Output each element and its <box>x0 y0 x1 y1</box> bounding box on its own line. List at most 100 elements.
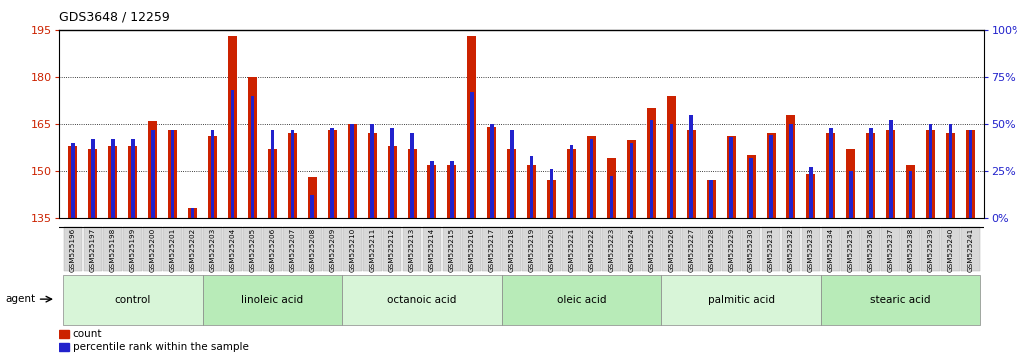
FancyBboxPatch shape <box>921 227 940 271</box>
FancyBboxPatch shape <box>762 227 780 271</box>
Bar <box>71 143 74 218</box>
Bar <box>348 124 357 218</box>
Bar <box>510 130 514 218</box>
Bar <box>550 169 553 218</box>
Bar <box>391 128 394 218</box>
Text: GSM525205: GSM525205 <box>249 228 255 272</box>
Bar <box>710 180 713 218</box>
Text: GSM525217: GSM525217 <box>489 228 495 272</box>
Bar <box>131 139 134 218</box>
Text: GSM525206: GSM525206 <box>270 228 276 272</box>
FancyBboxPatch shape <box>642 227 661 271</box>
Text: GSM525198: GSM525198 <box>110 228 116 272</box>
Bar <box>367 133 376 218</box>
Bar <box>327 130 337 218</box>
Bar <box>650 120 653 218</box>
FancyBboxPatch shape <box>143 227 162 271</box>
Bar <box>626 139 636 218</box>
FancyBboxPatch shape <box>861 227 880 271</box>
Bar <box>470 92 474 218</box>
Text: GSM525241: GSM525241 <box>967 228 973 272</box>
Bar <box>427 165 436 218</box>
Text: GSM525227: GSM525227 <box>689 228 695 272</box>
Bar <box>886 130 895 218</box>
Bar <box>846 149 855 218</box>
Bar <box>267 149 277 218</box>
FancyBboxPatch shape <box>562 227 581 271</box>
Bar <box>547 180 556 218</box>
Text: GSM525219: GSM525219 <box>529 228 535 272</box>
FancyBboxPatch shape <box>363 227 381 271</box>
FancyBboxPatch shape <box>202 275 342 325</box>
Text: GSM525203: GSM525203 <box>210 228 216 272</box>
Text: GSM525240: GSM525240 <box>948 228 954 272</box>
Bar <box>507 149 517 218</box>
Bar <box>769 135 773 218</box>
Bar <box>690 115 693 218</box>
Bar <box>271 130 275 218</box>
Bar <box>607 158 616 218</box>
Bar <box>490 124 493 218</box>
Bar <box>707 180 716 218</box>
Bar <box>128 146 137 218</box>
Bar <box>669 124 673 218</box>
Text: GSM525230: GSM525230 <box>749 228 754 272</box>
FancyBboxPatch shape <box>523 227 541 271</box>
Bar <box>667 96 676 218</box>
Bar <box>729 137 733 218</box>
Bar <box>250 96 254 218</box>
FancyBboxPatch shape <box>423 227 441 271</box>
Text: GSM525237: GSM525237 <box>888 228 894 272</box>
Text: GSM525221: GSM525221 <box>569 228 575 272</box>
FancyBboxPatch shape <box>602 227 620 271</box>
Text: linoleic acid: linoleic acid <box>241 295 303 305</box>
Bar <box>447 165 457 218</box>
Bar <box>370 124 374 218</box>
FancyBboxPatch shape <box>83 227 103 271</box>
Bar <box>111 139 115 218</box>
Text: GSM525226: GSM525226 <box>668 228 674 272</box>
FancyBboxPatch shape <box>542 227 561 271</box>
Bar <box>647 108 656 218</box>
Bar <box>387 146 397 218</box>
Text: GSM525224: GSM525224 <box>629 228 635 272</box>
Text: GSM525208: GSM525208 <box>309 228 315 272</box>
Bar <box>208 136 217 218</box>
Text: GSM525215: GSM525215 <box>448 228 455 272</box>
Text: GSM525218: GSM525218 <box>508 228 515 272</box>
Text: GSM525202: GSM525202 <box>189 228 195 272</box>
Text: GSM525225: GSM525225 <box>649 228 654 272</box>
Text: oleic acid: oleic acid <box>556 295 606 305</box>
FancyBboxPatch shape <box>662 227 680 271</box>
Bar <box>750 158 753 218</box>
Text: GSM525197: GSM525197 <box>89 228 96 272</box>
FancyBboxPatch shape <box>203 227 222 271</box>
Bar <box>171 130 175 218</box>
Bar <box>567 149 576 218</box>
Bar <box>789 124 793 218</box>
Bar <box>288 133 297 218</box>
Bar <box>570 144 574 218</box>
FancyBboxPatch shape <box>782 227 800 271</box>
Text: GSM525207: GSM525207 <box>290 228 295 272</box>
Bar <box>530 156 534 218</box>
Bar <box>889 120 893 218</box>
Text: GSM525235: GSM525235 <box>848 228 854 272</box>
Text: GSM525210: GSM525210 <box>349 228 355 272</box>
FancyBboxPatch shape <box>821 275 980 325</box>
Text: count: count <box>73 329 103 339</box>
Text: agent: agent <box>5 294 36 304</box>
Text: GSM525204: GSM525204 <box>230 228 236 272</box>
Bar <box>451 161 454 218</box>
Text: GSM525231: GSM525231 <box>768 228 774 272</box>
FancyBboxPatch shape <box>882 227 900 271</box>
Text: GSM525196: GSM525196 <box>70 228 76 272</box>
Bar <box>587 136 596 218</box>
Text: GSM525234: GSM525234 <box>828 228 834 272</box>
Bar <box>68 146 77 218</box>
Bar <box>331 128 334 218</box>
FancyBboxPatch shape <box>722 227 740 271</box>
Bar <box>686 130 696 218</box>
Text: GSM525209: GSM525209 <box>330 228 336 272</box>
Bar <box>869 128 873 218</box>
